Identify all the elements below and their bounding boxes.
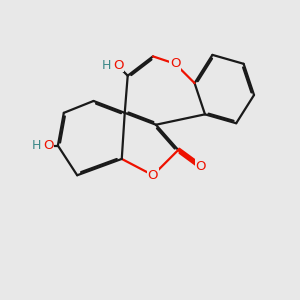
Text: O: O	[195, 160, 206, 173]
Text: H: H	[32, 139, 41, 152]
Text: O: O	[148, 169, 158, 182]
Text: O: O	[170, 57, 181, 70]
Text: H: H	[102, 59, 111, 72]
Text: O: O	[43, 139, 53, 152]
Text: O: O	[113, 59, 123, 72]
